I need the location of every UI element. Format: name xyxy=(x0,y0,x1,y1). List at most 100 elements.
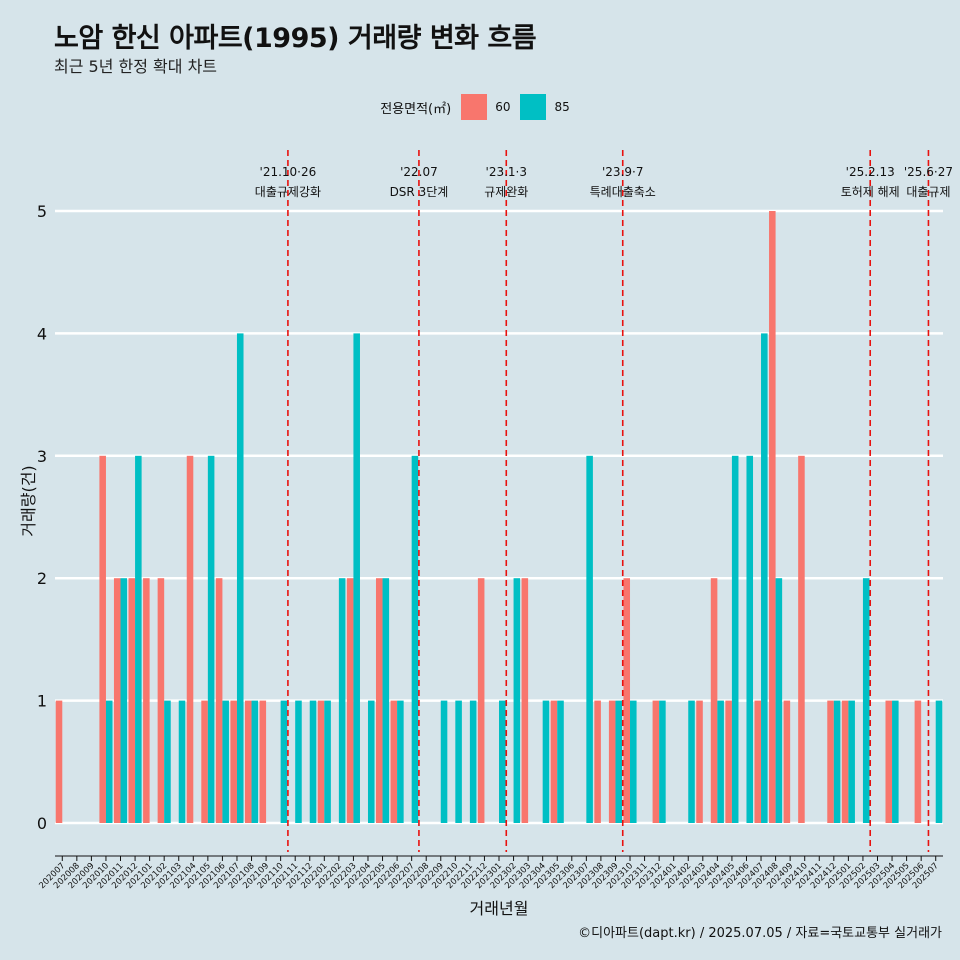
bar-60-202007 xyxy=(55,700,63,823)
legend-label-60: 60 xyxy=(495,100,511,114)
bar-85-202202 xyxy=(338,578,346,823)
bar-60-202105 xyxy=(201,700,208,823)
bar-85-202405 xyxy=(731,455,739,823)
bar-60-202410 xyxy=(798,455,805,823)
bar-60-202206 xyxy=(390,700,398,823)
bar-60-202312 xyxy=(652,700,660,823)
bar-85-202307 xyxy=(586,455,593,823)
bar-85-202404 xyxy=(717,700,724,823)
bar-60-202102 xyxy=(157,578,165,823)
bar-60-202109 xyxy=(259,700,267,823)
bar-85-202201 xyxy=(324,700,331,823)
bar-85-202211 xyxy=(469,700,477,823)
x-axis-title: 거래년월 xyxy=(470,899,529,918)
bar-60-202305 xyxy=(550,700,558,823)
policy-label: 토허제 해제 xyxy=(841,185,900,199)
bar-85-202210 xyxy=(455,700,462,823)
bar-60-202106 xyxy=(215,578,223,823)
bar-60-202506 xyxy=(914,700,922,823)
y-tick-label: 0 xyxy=(37,814,47,833)
policy-label: 대출규제강화 xyxy=(255,185,321,199)
bar-60-202212 xyxy=(477,578,485,823)
legend-item-60: 60 xyxy=(461,94,510,120)
policy-date: '25.6·27 xyxy=(904,165,953,179)
bar-85-202106 xyxy=(222,700,229,823)
bar-85-202108 xyxy=(251,700,259,823)
bar-85-202111 xyxy=(295,700,302,823)
y-tick-label: 2 xyxy=(37,569,47,588)
bar-85-202408 xyxy=(775,578,783,823)
bar-85-202406 xyxy=(746,455,754,823)
policy-date: '23.9·7 xyxy=(602,165,643,179)
bar-85-202402 xyxy=(688,700,695,823)
policy-label: 특례대출축소 xyxy=(590,185,656,199)
policy-label: 규제완화 xyxy=(484,185,528,199)
y-tick-label: 1 xyxy=(37,692,47,711)
bar-60-202407 xyxy=(754,700,762,823)
bar-85-202412 xyxy=(833,700,841,823)
bar-85-202011 xyxy=(120,578,128,823)
bar-85-202310 xyxy=(630,700,637,823)
bar-85-202110 xyxy=(280,700,288,823)
policy-date: '21.10·26 xyxy=(260,165,317,179)
bar-60-202504 xyxy=(885,700,893,823)
bar-60-202412 xyxy=(827,700,834,823)
source-caption: ©디아파트(dapt.kr) / 2025.07.05 / 자료=국토교통부 실… xyxy=(578,926,942,941)
bar-60-202309 xyxy=(608,700,616,823)
bar-85-202112 xyxy=(309,700,317,823)
bar-85-202207 xyxy=(411,455,419,823)
chart-subtitle: 최근 5년 한정 확대 차트 xyxy=(54,57,218,76)
bar-60-202409 xyxy=(783,700,791,823)
bar-85-202107 xyxy=(236,333,244,823)
bar-85-202205 xyxy=(382,578,390,823)
bar-60-202010 xyxy=(99,455,106,823)
bar-85-202206 xyxy=(397,700,404,823)
bar-85-202102 xyxy=(164,700,171,823)
bar-60-202404 xyxy=(710,578,718,823)
bar-60-202012 xyxy=(128,578,136,823)
bar-60-202011 xyxy=(113,578,121,823)
y-axis-title: 거래량(건) xyxy=(19,465,38,536)
legend-swatch-60 xyxy=(461,94,488,120)
bar-60-202107 xyxy=(230,700,237,823)
bar-60-202203 xyxy=(346,578,354,823)
bar-85-202504 xyxy=(892,700,899,823)
bar-60-202201 xyxy=(317,700,325,823)
bar-60-202408 xyxy=(769,211,776,823)
bar-60-202101 xyxy=(143,578,150,823)
bar-85-202407 xyxy=(761,333,768,823)
bar-85-202204 xyxy=(367,700,375,823)
bar-60-202405 xyxy=(725,700,732,823)
policy-date: '22.07 xyxy=(400,165,438,179)
bar-60-202308 xyxy=(594,700,601,823)
bar-85-202301 xyxy=(499,700,506,823)
legend-item-85: 85 xyxy=(520,94,570,120)
y-tick-label: 4 xyxy=(37,324,47,343)
bar-85-202302 xyxy=(513,578,521,823)
bar-85-202312 xyxy=(659,700,666,823)
bar-85-202304 xyxy=(542,700,550,823)
bar-60-202501 xyxy=(841,700,849,823)
legend: 전용면적(㎡) 60 85 xyxy=(0,94,960,120)
bar-60-202403 xyxy=(696,700,703,823)
bar-85-202507 xyxy=(935,700,943,823)
bar-85-202305 xyxy=(557,700,564,823)
bar-85-202105 xyxy=(207,455,215,823)
bar-60-202310 xyxy=(623,578,631,823)
bar-60-202303 xyxy=(521,578,529,823)
chart-title: 노암 한신 아파트(1995) 거래량 변화 흐름 xyxy=(54,23,537,54)
y-tick-label: 3 xyxy=(37,447,47,466)
bar-85-202209 xyxy=(440,700,448,823)
policy-date: '23.1·3 xyxy=(486,165,527,179)
bar-60-202205 xyxy=(375,578,383,823)
bar-85-202309 xyxy=(615,700,623,823)
legend-swatch-85 xyxy=(520,94,547,120)
bar-85-202501 xyxy=(848,700,855,823)
policy-label: DSR 3단계 xyxy=(390,185,449,199)
y-tick-label: 5 xyxy=(37,202,47,221)
bar-85-202103 xyxy=(178,700,186,823)
policy-date: '25.2.13 xyxy=(846,165,895,179)
bar-60-202108 xyxy=(244,700,252,823)
bar-85-202012 xyxy=(135,455,142,823)
